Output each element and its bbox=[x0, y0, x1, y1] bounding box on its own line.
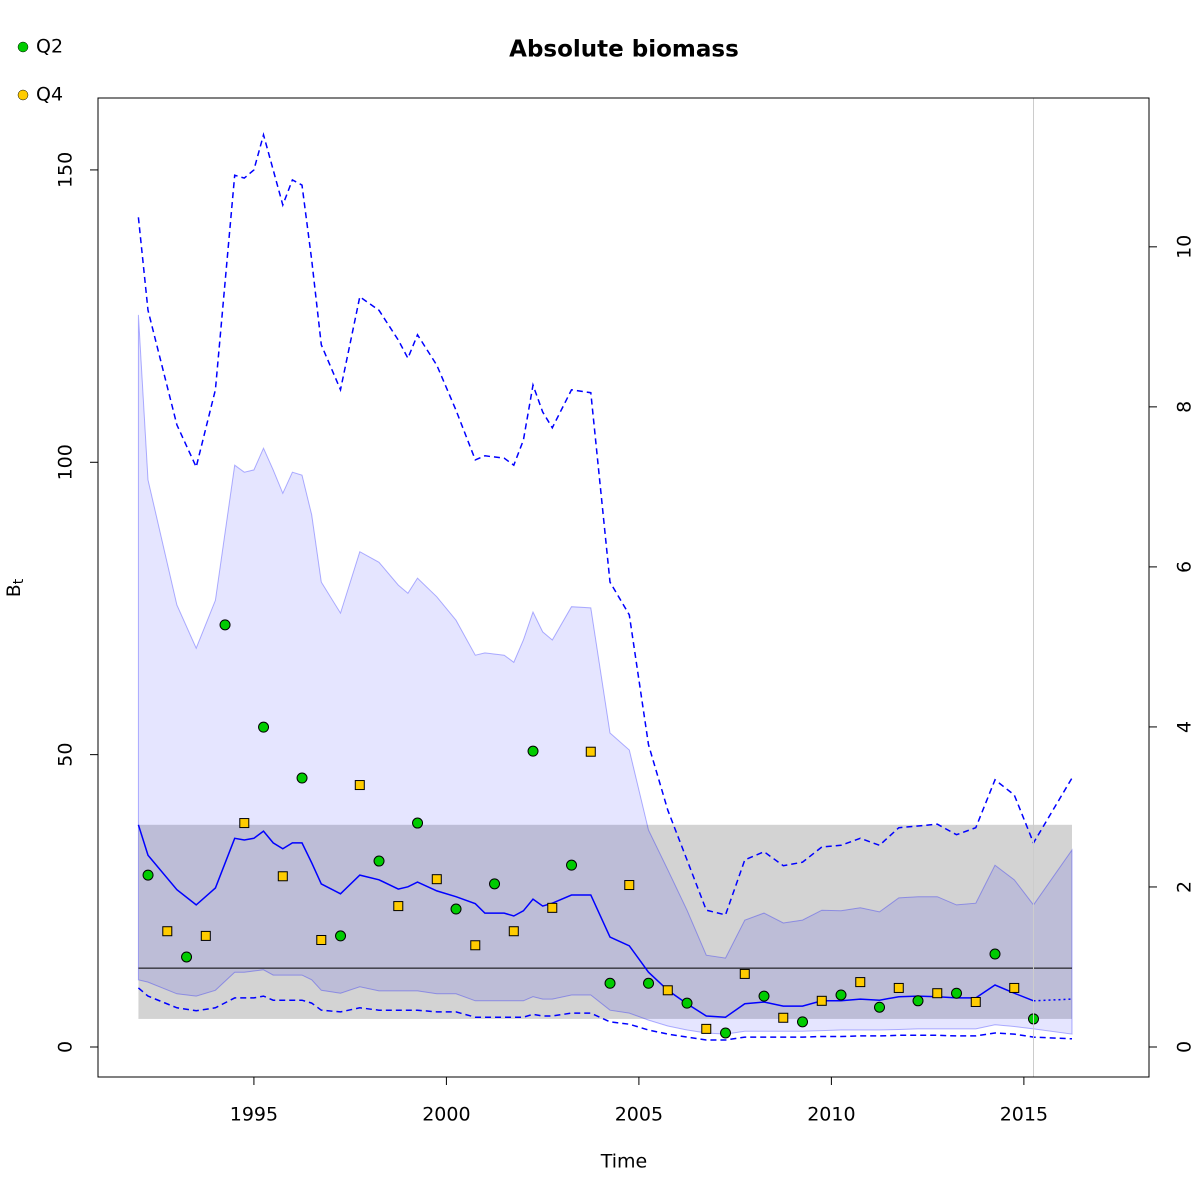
y-tick-label: 150 bbox=[55, 152, 77, 188]
point bbox=[758, 990, 770, 1002]
y-tick-label: 50 bbox=[55, 743, 77, 767]
point bbox=[893, 982, 904, 993]
y2-tick-label: 8 bbox=[1174, 401, 1196, 413]
point bbox=[604, 977, 616, 989]
point bbox=[258, 721, 270, 733]
y2-tick-label: 2 bbox=[1174, 881, 1196, 893]
point bbox=[662, 985, 673, 996]
point bbox=[162, 926, 173, 937]
point bbox=[354, 780, 365, 791]
y-axis-label-main: B bbox=[3, 584, 25, 597]
point bbox=[412, 817, 424, 829]
point bbox=[470, 940, 481, 951]
y2-tick-label: 0 bbox=[1174, 1041, 1196, 1053]
point bbox=[643, 977, 655, 989]
point bbox=[778, 1012, 789, 1023]
point bbox=[219, 619, 231, 631]
point bbox=[431, 874, 442, 885]
x-tick-label: 2005 bbox=[615, 1104, 663, 1126]
y2-tick-label: 4 bbox=[1174, 721, 1196, 733]
point bbox=[989, 948, 1001, 960]
point bbox=[1009, 982, 1020, 993]
y-tick-label: 0 bbox=[55, 1041, 77, 1053]
point bbox=[912, 995, 924, 1007]
ci-line bbox=[137, 131, 1073, 916]
point bbox=[296, 772, 308, 784]
x-tick-label: 2015 bbox=[1000, 1104, 1048, 1126]
legend-marker bbox=[17, 41, 29, 53]
y-tick-label: 100 bbox=[55, 444, 77, 480]
point bbox=[527, 745, 539, 757]
point bbox=[624, 880, 635, 891]
point bbox=[932, 988, 943, 999]
point bbox=[855, 977, 866, 988]
y-axis-label: Bt bbox=[3, 578, 28, 597]
point bbox=[200, 930, 211, 941]
point bbox=[508, 926, 519, 937]
point bbox=[277, 871, 288, 882]
median-projection bbox=[1033, 998, 1073, 1002]
point bbox=[489, 878, 501, 890]
point bbox=[181, 951, 193, 963]
point bbox=[142, 869, 154, 881]
point bbox=[585, 746, 596, 757]
point bbox=[316, 934, 327, 945]
point bbox=[450, 903, 462, 915]
point bbox=[239, 818, 250, 829]
legend-label: Q4 bbox=[36, 84, 63, 106]
legend-marker bbox=[17, 89, 29, 101]
ci-line bbox=[137, 987, 1073, 1041]
plot-frame bbox=[97, 97, 1150, 1078]
chart-title: Absolute biomass bbox=[509, 37, 739, 63]
point bbox=[816, 995, 827, 1006]
median-line bbox=[137, 824, 1034, 1018]
x-tick-label: 2010 bbox=[807, 1104, 855, 1126]
legend-label: Q2 bbox=[36, 36, 63, 58]
ci-area bbox=[137, 314, 1073, 1035]
point bbox=[547, 902, 558, 913]
point bbox=[951, 987, 963, 999]
point bbox=[393, 901, 404, 912]
point bbox=[970, 996, 981, 1007]
point bbox=[373, 855, 385, 867]
point bbox=[720, 1027, 732, 1039]
point bbox=[701, 1023, 712, 1034]
x-tick-label: 1995 bbox=[230, 1104, 278, 1126]
point bbox=[874, 1001, 886, 1013]
point bbox=[739, 968, 750, 979]
y2-tick-label: 6 bbox=[1174, 561, 1196, 573]
point bbox=[566, 859, 578, 871]
y-axis-label-subscript: t bbox=[11, 578, 27, 584]
x-tick-label: 2000 bbox=[422, 1104, 470, 1126]
point bbox=[797, 1016, 809, 1028]
point bbox=[681, 997, 693, 1009]
x-axis-label: Time bbox=[600, 1151, 648, 1173]
point bbox=[335, 930, 347, 942]
reference-band bbox=[138, 824, 1073, 1019]
point bbox=[835, 989, 847, 1001]
y2-tick-label: 10 bbox=[1174, 235, 1196, 259]
